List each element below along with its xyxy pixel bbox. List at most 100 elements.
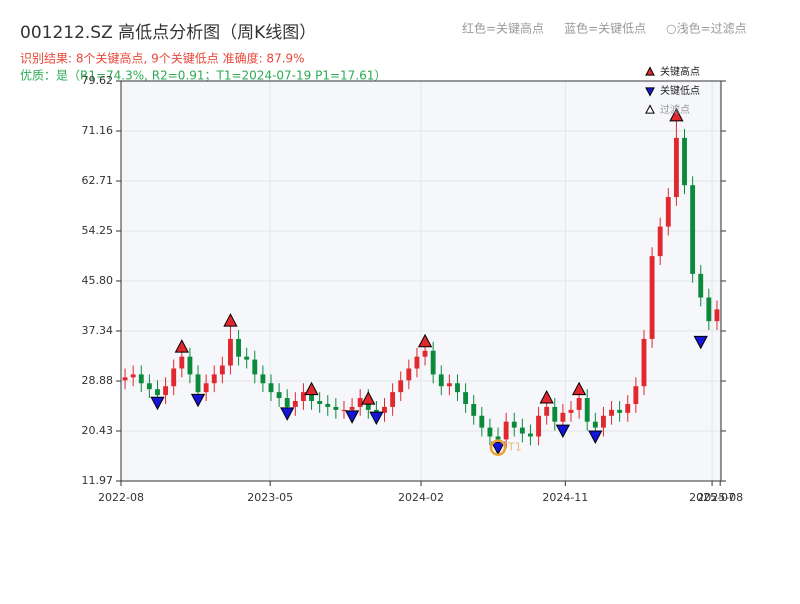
candle-body — [155, 389, 160, 396]
candle-body — [276, 392, 282, 399]
header-note: 蓝色=关键低点 — [564, 22, 646, 36]
header-note: 红色=关键高点 — [462, 21, 544, 36]
candle-body — [665, 197, 671, 227]
key-high-marker — [304, 381, 319, 396]
x-tick-label: 2025-08 — [697, 491, 743, 504]
header-note: ○浅色=过滤点 — [666, 22, 747, 36]
x-tick-label: 2024-11 — [542, 491, 588, 504]
x-tick-label: 2022-08 — [98, 491, 144, 504]
candle-body — [503, 421, 509, 440]
candle-body — [163, 386, 169, 396]
candle-body — [673, 137, 679, 198]
candle-body — [187, 356, 193, 375]
candle-body — [430, 350, 436, 375]
candle-body — [552, 406, 558, 422]
candle-body — [390, 392, 396, 407]
key-high-marker — [361, 391, 376, 405]
y-tick-label: 79.62 — [82, 74, 114, 87]
candle-body — [260, 374, 266, 384]
key-low-marker — [280, 407, 295, 421]
key-low-marker — [693, 335, 708, 350]
key-low-marker — [150, 396, 165, 411]
candle-body — [455, 383, 460, 393]
candle-body — [211, 374, 217, 384]
candle-body — [576, 398, 582, 410]
candle-body — [463, 392, 469, 404]
key-low-marker — [555, 424, 571, 439]
t1-label: T1 — [507, 441, 522, 454]
candle-body — [690, 185, 696, 274]
candle-body — [479, 415, 485, 428]
candle-body — [422, 350, 428, 357]
candle-body — [649, 256, 655, 339]
key-low-marker — [490, 441, 506, 456]
candle-body — [487, 427, 493, 437]
key-high-marker — [223, 313, 238, 327]
y-tick-label: 54.25 — [82, 224, 114, 237]
candle-body — [592, 421, 598, 428]
candle-body — [252, 359, 258, 375]
candle-body — [130, 374, 136, 378]
y-tick-label: 62.71 — [82, 174, 114, 187]
key-low-marker — [588, 430, 603, 444]
candle-body — [544, 406, 550, 416]
candle-body — [333, 406, 339, 410]
candle-body — [706, 297, 712, 322]
key-high-marker — [669, 107, 684, 122]
candle-body — [203, 383, 209, 393]
candle-body — [511, 421, 517, 428]
t1-marker — [489, 439, 507, 456]
candle-body — [236, 338, 241, 357]
y-tick-label: 37.34 — [82, 324, 114, 337]
candle-body — [584, 398, 590, 422]
candle-body — [698, 273, 704, 298]
candle-body — [179, 356, 185, 369]
y-tick-label: 11.97 — [82, 474, 114, 487]
candle-body — [195, 374, 201, 393]
candle-body — [568, 409, 574, 413]
x-tick-label: 2023-05 — [247, 491, 293, 504]
candle-body — [292, 401, 298, 407]
candle-body — [219, 365, 225, 375]
candle-body — [382, 406, 387, 413]
candle-body — [138, 374, 144, 384]
candle-body — [438, 374, 444, 387]
subtitle: 优质：是（R1=74.3%, R2=0.91；T1=2024-07-19 P1=… — [20, 69, 386, 83]
candle-body — [317, 401, 323, 404]
x-tick-label: 2025-07 — [689, 491, 735, 504]
candle-body — [536, 415, 541, 437]
candle-body — [519, 427, 525, 434]
candle-body — [122, 377, 128, 381]
candle-body — [657, 226, 663, 257]
candle-body — [528, 433, 533, 437]
key-low-marker — [190, 393, 206, 408]
candle-body — [406, 368, 412, 381]
candle-body — [714, 309, 720, 322]
candle-body — [601, 415, 606, 428]
candle-body — [244, 356, 250, 360]
candle-body — [682, 137, 687, 186]
candle-body — [146, 383, 152, 390]
candle-body — [284, 398, 290, 407]
candle-body — [471, 403, 477, 416]
candle-body — [357, 398, 363, 407]
candle-body — [641, 338, 647, 387]
candle-body — [609, 409, 614, 416]
key-high-marker — [174, 339, 189, 353]
y-tick-label: 20.43 — [82, 424, 114, 437]
candle-body — [301, 392, 306, 401]
key-high-marker — [539, 389, 554, 404]
candle-body — [309, 392, 314, 401]
key-high-marker — [417, 333, 433, 348]
chart-title: 001212.SZ 高低点分析图（周K线图） — [20, 23, 316, 43]
candle-body — [414, 356, 420, 369]
candle-body — [495, 436, 501, 440]
legend-label: 关键低点 — [660, 84, 700, 97]
candle-body — [560, 412, 566, 422]
candle-body — [171, 368, 177, 387]
candle-body — [349, 406, 355, 410]
legend-marker — [645, 66, 655, 76]
legend-label: 关键高点 — [660, 65, 700, 78]
